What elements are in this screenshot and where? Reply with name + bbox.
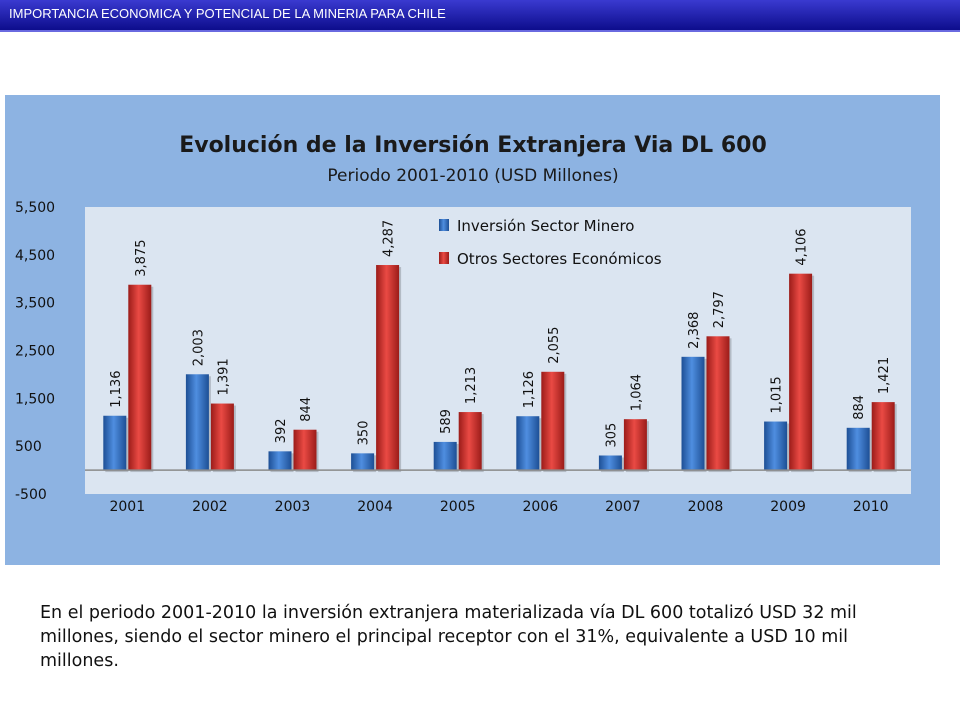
header-bar: IMPORTANCIA ECONOMICA Y POTENCIAL DE LA … xyxy=(0,0,960,32)
data-label-otros: 1,064 xyxy=(629,374,644,411)
legend-label-minero: Inversión Sector Minero xyxy=(457,217,635,235)
x-tick-label: 2008 xyxy=(688,499,724,515)
bar-otros xyxy=(871,402,895,471)
chart-title: Evolución de la Inversión Extranjera Via… xyxy=(179,133,767,158)
investment-chart: Evolución de la Inversión Extranjera Via… xyxy=(15,133,911,515)
data-label-otros: 1,213 xyxy=(464,367,479,404)
data-label-minero: 305 xyxy=(604,423,619,448)
bar-minero xyxy=(681,356,705,471)
data-label-otros: 4,287 xyxy=(382,220,397,257)
data-label-minero: 884 xyxy=(852,395,867,420)
data-label-otros: 1,421 xyxy=(877,357,892,394)
data-label-minero: 1,126 xyxy=(522,371,537,408)
bars-group: 1,136 3,875 2,003 1,391 392 844 350 4,287 589 1,2… xyxy=(103,220,897,473)
y-tick-label: 500 xyxy=(15,439,42,455)
bar-minero xyxy=(103,415,127,471)
x-tick-label: 2006 xyxy=(522,499,558,515)
x-tick-label: 2005 xyxy=(440,499,476,515)
bar-minero xyxy=(516,416,540,471)
legend-swatch-otros xyxy=(439,252,449,264)
chart-subtitle: Periodo 2001-2010 (USD Millones) xyxy=(327,166,618,186)
bar-minero xyxy=(433,441,457,471)
bar-otros xyxy=(623,419,647,471)
legend: Inversión Sector Minero Otros Sectores Ec… xyxy=(439,217,662,268)
x-tick-label: 2010 xyxy=(853,499,889,515)
bar-otros xyxy=(789,273,813,471)
bar-otros xyxy=(293,429,317,471)
data-label-minero: 2,003 xyxy=(191,329,206,366)
data-label-minero: 1,015 xyxy=(770,376,785,413)
bar-minero xyxy=(185,374,209,471)
data-label-minero: 589 xyxy=(439,409,454,434)
header-title: IMPORTANCIA ECONOMICA Y POTENCIAL DE LA … xyxy=(9,6,446,21)
bar-minero xyxy=(764,421,788,471)
summary-text: En el periodo 2001-2010 la inversión ext… xyxy=(40,603,857,671)
bar-otros xyxy=(541,371,565,471)
data-label-minero: 350 xyxy=(357,421,372,446)
chart-panel: Evolución de la Inversión Extranjera Via… xyxy=(5,95,940,565)
bar-otros xyxy=(376,265,400,471)
legend-label-otros: Otros Sectores Económicos xyxy=(457,250,662,268)
data-label-otros: 2,055 xyxy=(547,327,562,364)
bar-otros xyxy=(706,336,730,471)
bar-otros xyxy=(458,412,482,471)
data-label-otros: 4,106 xyxy=(795,228,810,265)
data-label-otros: 844 xyxy=(299,397,314,422)
y-tick-label: 4,500 xyxy=(15,248,55,264)
data-label-otros: 2,797 xyxy=(712,291,727,328)
y-axis: -500 500 1,500 2,500 3,500 4,500 5,500 xyxy=(15,200,55,503)
bar-minero xyxy=(846,427,870,471)
y-tick-label: 5,500 xyxy=(15,200,55,216)
x-tick-label: 2001 xyxy=(109,499,145,515)
data-label-minero: 1,136 xyxy=(109,371,124,408)
bar-otros xyxy=(128,284,152,471)
bar-minero xyxy=(598,455,622,471)
y-tick-label: 3,500 xyxy=(15,296,55,312)
y-tick-label: 1,500 xyxy=(15,391,55,407)
bar-minero xyxy=(351,453,375,471)
x-axis: 2001 2002 2003 2004 2005 2006 2007 2008 2009 2010 xyxy=(109,499,888,515)
y-tick-label: 2,500 xyxy=(15,344,55,360)
bar-minero xyxy=(268,451,292,471)
x-tick-label: 2007 xyxy=(605,499,641,515)
x-tick-label: 2004 xyxy=(357,499,393,515)
bar-otros xyxy=(210,403,234,471)
data-label-minero: 392 xyxy=(274,419,289,444)
x-tick-label: 2009 xyxy=(770,499,806,515)
data-label-otros: 3,875 xyxy=(134,240,149,277)
y-tick-label: -500 xyxy=(15,487,47,503)
legend-swatch-minero xyxy=(439,219,449,231)
data-label-minero: 2,368 xyxy=(687,312,702,349)
x-tick-label: 2002 xyxy=(192,499,228,515)
data-label-otros: 1,391 xyxy=(216,358,231,395)
x-tick-label: 2003 xyxy=(275,499,311,515)
